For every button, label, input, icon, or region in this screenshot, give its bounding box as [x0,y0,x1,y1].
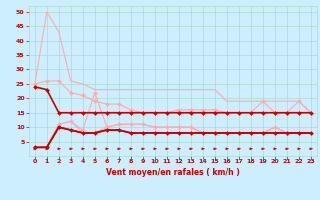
X-axis label: Vent moyen/en rafales ( km/h ): Vent moyen/en rafales ( km/h ) [106,168,240,177]
